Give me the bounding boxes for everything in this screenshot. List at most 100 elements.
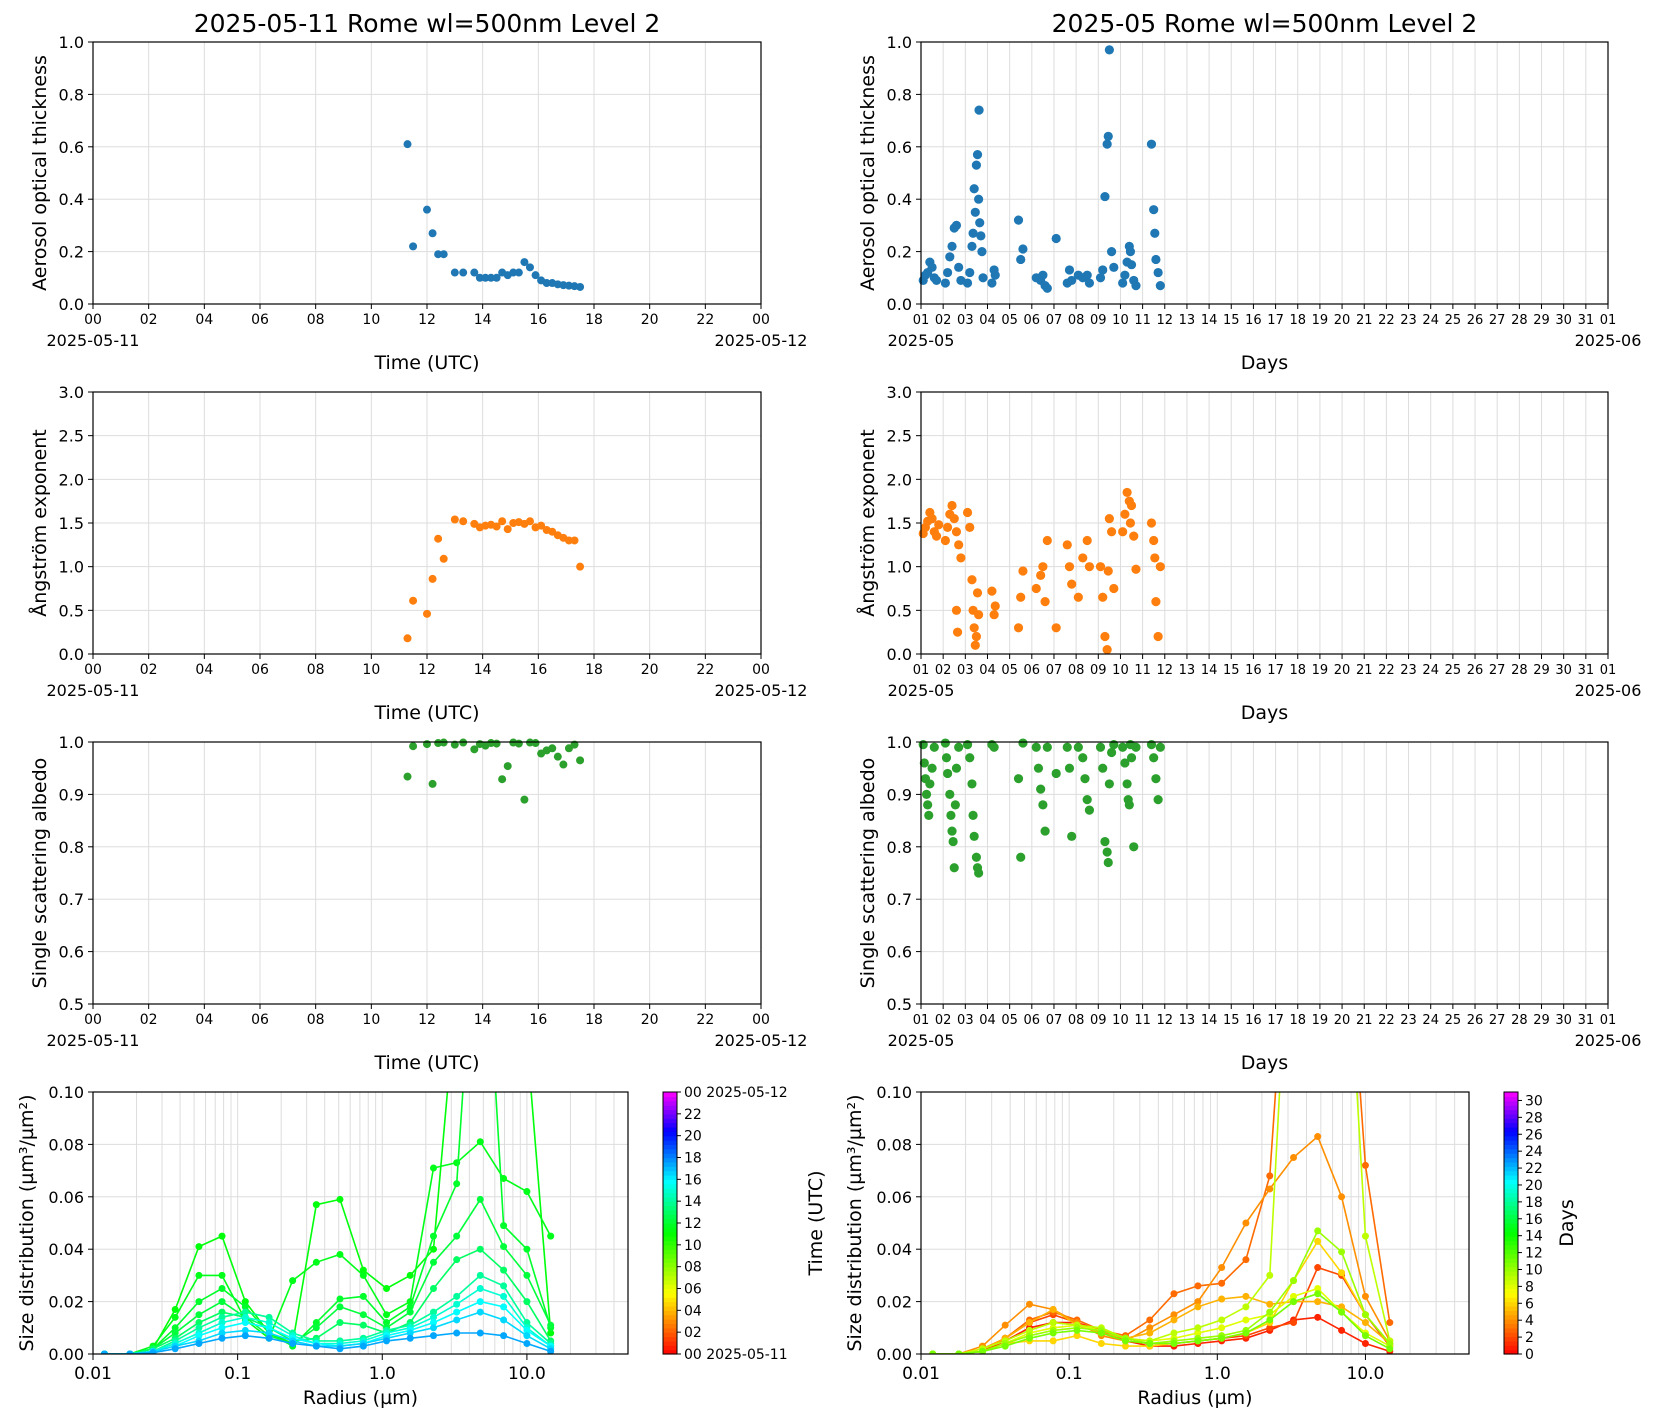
data-point bbox=[947, 500, 957, 511]
x-date-start: 2025-05-11 bbox=[47, 1031, 140, 1050]
x-tick-label: 18 bbox=[585, 1012, 603, 1028]
series-point bbox=[1242, 1303, 1250, 1311]
data-point bbox=[428, 229, 437, 238]
axes-frame bbox=[920, 1091, 1470, 1355]
data-point bbox=[1149, 753, 1159, 763]
series-point bbox=[1218, 1264, 1226, 1272]
series-point bbox=[1049, 1305, 1057, 1313]
data-point bbox=[1040, 826, 1050, 836]
colorbar-tick-label: 8 bbox=[1525, 1279, 1534, 1295]
data-point bbox=[921, 789, 932, 800]
data-point bbox=[1018, 738, 1028, 748]
x-tick-label: 27 bbox=[1489, 1013, 1506, 1028]
colorbar-segment bbox=[663, 1109, 677, 1115]
data-point bbox=[946, 810, 956, 820]
data-point bbox=[1129, 842, 1139, 852]
x-tick-label: 05 bbox=[1001, 313, 1018, 328]
colorbar-tick-label: 14 bbox=[1525, 1229, 1543, 1245]
data-point bbox=[1073, 592, 1083, 602]
series-point bbox=[453, 1300, 461, 1308]
x-date-end: 2025-06 bbox=[1575, 1031, 1642, 1050]
x-tick-label: 30 bbox=[1555, 313, 1572, 328]
series-point bbox=[218, 1329, 226, 1337]
colorbar-segment bbox=[663, 1092, 677, 1097]
x-tick-label: 0.1 bbox=[1056, 1364, 1083, 1384]
series-point bbox=[453, 1316, 461, 1324]
series-point bbox=[429, 1245, 437, 1253]
colorbar-segment bbox=[663, 1201, 677, 1207]
data-point bbox=[967, 779, 977, 789]
colorbar-segment bbox=[1504, 1118, 1518, 1124]
colorbar-tick-label: 22 bbox=[684, 1107, 702, 1123]
x-tick-label: 14 bbox=[1201, 1013, 1218, 1028]
x-date-end: 2025-06 bbox=[1575, 331, 1642, 350]
data-point bbox=[1155, 742, 1165, 752]
data-point bbox=[1100, 836, 1110, 847]
data-point bbox=[1051, 233, 1061, 244]
series-point bbox=[1361, 1232, 1369, 1240]
data-points bbox=[918, 45, 1165, 293]
x-tick-label: 02 bbox=[935, 313, 952, 328]
y-tick-label: 0.2 bbox=[887, 243, 912, 262]
data-point bbox=[1120, 758, 1130, 768]
series-point bbox=[523, 1298, 531, 1306]
series-point bbox=[149, 1349, 157, 1354]
data-point bbox=[409, 742, 418, 751]
colorbar-segment bbox=[663, 1327, 677, 1333]
series-point bbox=[1218, 1295, 1226, 1303]
colorbar-tick-label: 00 2025-05-12 bbox=[684, 1085, 788, 1101]
series-point bbox=[195, 1324, 203, 1332]
colorbar-tick-label: 04 bbox=[684, 1303, 702, 1319]
colorbar-segment bbox=[1504, 1170, 1518, 1176]
x-tick-label: 26 bbox=[1467, 1013, 1484, 1028]
data-point bbox=[1102, 139, 1112, 149]
y-tick-label: 0.8 bbox=[59, 85, 84, 104]
x-tick-label: 16 bbox=[1245, 313, 1262, 328]
x-tick-label: 07 bbox=[1046, 1013, 1063, 1028]
series-point bbox=[429, 1258, 437, 1266]
colorbar-segment bbox=[1504, 1271, 1518, 1276]
series-point bbox=[500, 1036, 507, 1043]
data-point bbox=[1120, 509, 1130, 519]
series-line bbox=[104, 1092, 552, 1354]
x-date-end: 2025-05-12 bbox=[715, 681, 808, 700]
data-point bbox=[537, 521, 546, 530]
series-point bbox=[1361, 1319, 1369, 1327]
colorbar-tick-label: 10 bbox=[1525, 1262, 1543, 1278]
series-line bbox=[932, 1229, 1391, 1354]
data-point bbox=[1073, 742, 1083, 752]
panel-monthly-angstrom: 01 02 03 04 05 06 07 08 09 10 11 12 13 14 15 16 17 18 19 20… bbox=[856, 383, 1641, 724]
data-point bbox=[1146, 518, 1157, 528]
panel-daily-size: 0.01 0.1 1.0 10.0 0.00 0.02 0.04 0.06 0.08 0.10 Ra… bbox=[16, 1036, 827, 1409]
series-point bbox=[406, 1329, 414, 1337]
x-tick-label: 00 bbox=[84, 662, 102, 678]
series-point bbox=[955, 1350, 963, 1354]
series-point bbox=[476, 1195, 484, 1203]
colorbar-segment bbox=[663, 1192, 677, 1198]
x-tick-label: 16 bbox=[529, 1012, 547, 1028]
data-point bbox=[481, 273, 490, 282]
series-point bbox=[406, 1271, 414, 1279]
data-point bbox=[1064, 265, 1075, 275]
colorbar-segment bbox=[1504, 1209, 1518, 1215]
data-point bbox=[1098, 763, 1108, 773]
colorbar-segment bbox=[663, 1183, 677, 1189]
colorbar-segment bbox=[663, 1122, 677, 1128]
x-tick-label: 03 bbox=[957, 663, 974, 678]
y-tick-label: 2.5 bbox=[887, 427, 912, 446]
data-point bbox=[475, 273, 484, 282]
series-point bbox=[1314, 1290, 1322, 1298]
y-tick-label: 0.08 bbox=[876, 1135, 912, 1154]
data-point bbox=[970, 207, 980, 217]
data-point bbox=[923, 800, 933, 810]
series-point bbox=[171, 1313, 179, 1321]
series-point bbox=[265, 1324, 273, 1332]
x-tick-label: 15 bbox=[1223, 663, 1240, 678]
colorbar-segment bbox=[1504, 1262, 1518, 1268]
series-point bbox=[429, 1164, 437, 1172]
x-date-start: 2025-05 bbox=[888, 1031, 955, 1050]
data-point bbox=[1100, 191, 1110, 202]
data-point bbox=[969, 831, 979, 841]
colorbar-segment bbox=[663, 1345, 677, 1351]
x-date-start: 2025-05 bbox=[888, 331, 955, 350]
